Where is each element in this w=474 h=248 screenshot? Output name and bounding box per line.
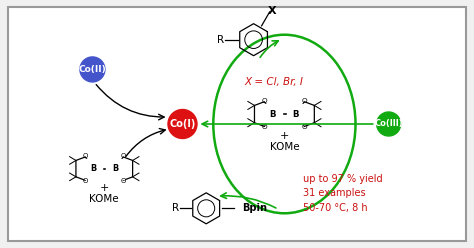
Text: O: O	[82, 153, 88, 159]
Text: Co(III): Co(III)	[374, 120, 403, 128]
Text: KOMe: KOMe	[90, 194, 119, 204]
Text: O: O	[301, 98, 307, 104]
Text: +: +	[280, 131, 289, 141]
Text: up to 97 % yield
31 examples
50-70 °C, 8 h: up to 97 % yield 31 examples 50-70 °C, 8…	[303, 174, 383, 213]
FancyBboxPatch shape	[8, 7, 466, 241]
Text: O: O	[120, 178, 126, 184]
Text: Co(I): Co(I)	[169, 119, 196, 129]
Text: O: O	[120, 153, 126, 159]
Text: B: B	[292, 110, 299, 119]
Text: B: B	[270, 110, 276, 119]
Text: O: O	[262, 98, 267, 104]
Text: X = Cl, Br, I: X = Cl, Br, I	[244, 77, 303, 87]
Text: O: O	[262, 124, 267, 130]
Text: B: B	[112, 164, 118, 173]
Text: R: R	[217, 35, 224, 45]
Circle shape	[168, 110, 197, 138]
Text: B: B	[91, 164, 97, 173]
Text: KOMe: KOMe	[270, 142, 299, 152]
Text: O: O	[301, 124, 307, 130]
Text: X: X	[268, 6, 277, 16]
Circle shape	[377, 112, 401, 136]
Text: Bpin: Bpin	[242, 203, 267, 213]
Text: +: +	[100, 183, 109, 193]
Circle shape	[80, 57, 105, 82]
Text: O: O	[82, 178, 88, 184]
Text: Co(II): Co(II)	[79, 65, 106, 74]
Text: R: R	[172, 203, 179, 213]
